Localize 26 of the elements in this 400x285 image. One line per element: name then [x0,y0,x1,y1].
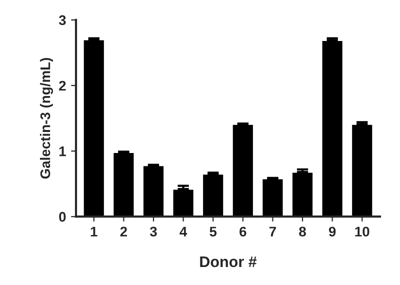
x-tick-label: 1 [90,226,98,236]
x-axis-title: Donor # [200,256,257,268]
bar [142,164,165,217]
x-tick-label: 4 [180,226,188,236]
y-tick-label: 3 [58,15,66,26]
bar [350,123,374,217]
bar [320,40,344,217]
y-tick-label: 2 [59,80,66,91]
y-tick-label: 1 [59,146,66,156]
x-tick-label: 10 [355,226,370,237]
bar [112,152,136,217]
x-tick-label: 7 [269,226,276,236]
bar [261,178,284,217]
y-axis-title: Galectin-3 (ng/mL) [40,58,53,179]
x-tick-label: 2 [120,226,127,236]
y-tick-label: 0 [59,212,66,222]
x-tick-label: 9 [328,226,336,237]
x-tick-label: 8 [299,226,306,237]
x-tick-label: 5 [210,226,217,237]
bar [82,38,106,217]
bar [202,173,225,217]
x-tick-label: 3 [150,226,157,237]
bar [291,171,314,217]
bar [231,123,254,217]
bar [172,188,195,217]
x-tick-label: 6 [240,226,246,237]
